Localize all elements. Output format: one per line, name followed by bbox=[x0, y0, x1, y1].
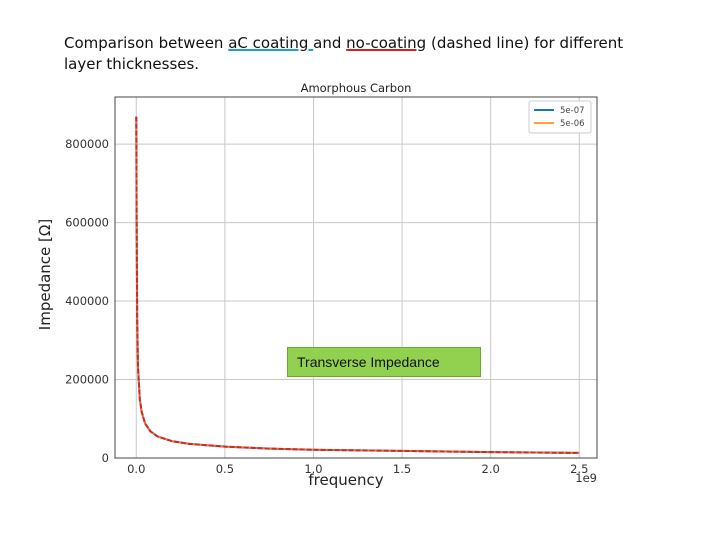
y-tick-label: 400000 bbox=[65, 294, 109, 308]
y-tick-label: 0 bbox=[102, 451, 109, 465]
grid-lines bbox=[115, 97, 597, 459]
caption-text-before: Comparison between bbox=[64, 34, 229, 52]
y-axis-title: Impedance [Ω] bbox=[36, 219, 54, 330]
slide-caption: Comparison between aC coating and no-coa… bbox=[64, 33, 664, 75]
transverse-impedance-label: Transverse Impedance bbox=[287, 347, 481, 377]
x-axis-offset-label: 1e9 bbox=[575, 471, 597, 485]
x-tick-label: 1.0 bbox=[304, 462, 322, 476]
legend-label: 5e-07 bbox=[560, 106, 585, 116]
y-tick-label: 600000 bbox=[65, 216, 109, 230]
ac-coating-link[interactable]: aC coating bbox=[228, 34, 314, 52]
y-tick-label: 200000 bbox=[65, 373, 109, 387]
y-tick-label: 800000 bbox=[65, 137, 109, 151]
x-tick-label: 1.5 bbox=[393, 462, 411, 476]
x-tick-label: 0.5 bbox=[216, 462, 234, 476]
x-tick-label: 2.0 bbox=[482, 462, 500, 476]
caption-text-after: (dashed line) for different layer thickn… bbox=[64, 34, 624, 73]
x-tick-label: 2.5 bbox=[570, 462, 588, 476]
y-axis-ticks: 0 200000 400000 600000 800000 bbox=[65, 137, 109, 465]
x-axis-title: frequency bbox=[308, 471, 383, 489]
chart-title: Amorphous Carbon bbox=[301, 81, 412, 95]
legend-label: 5e-06 bbox=[560, 119, 585, 129]
no-coating-link[interactable]: no-coating bbox=[346, 34, 427, 52]
caption-text-middle: and bbox=[313, 34, 347, 52]
x-tick-label: 0.0 bbox=[127, 462, 145, 476]
plot-frame bbox=[114, 96, 598, 459]
series-line bbox=[135, 116, 580, 454]
chart-legend: 5e-07 5e-06 bbox=[528, 100, 592, 134]
series-lines bbox=[135, 116, 580, 454]
series-line bbox=[135, 116, 580, 454]
series-line bbox=[135, 116, 580, 454]
x-axis-ticks: 0.0 0.5 1.0 1.5 2.0 2.5 bbox=[127, 462, 588, 476]
